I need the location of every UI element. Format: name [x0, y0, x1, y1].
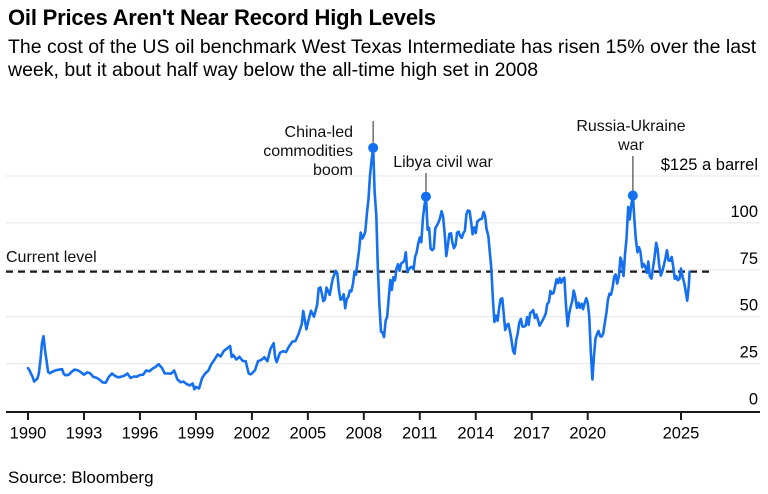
- x-axis-label: 2002: [234, 425, 271, 443]
- annotation-russia-ukraine-war: Russia-Ukraine war: [531, 117, 731, 155]
- x-axis-label: 2025: [663, 425, 700, 443]
- annotation-line: war: [618, 137, 644, 154]
- x-axis-label: 1999: [178, 425, 215, 443]
- y-axis-top-label: $125 a barrel: [661, 156, 758, 174]
- page-title: Oil Prices Aren't Near Record High Level…: [8, 5, 436, 30]
- annotation-line: boom: [312, 162, 353, 179]
- x-axis-label: 2005: [289, 425, 326, 443]
- x-axis-label: 2008: [345, 425, 382, 443]
- annotation-line: Libya civil war: [393, 154, 493, 171]
- x-axis-label: 1990: [10, 425, 47, 443]
- y-axis-label: 75: [740, 250, 758, 268]
- x-axis-label: 2014: [457, 425, 494, 443]
- x-axis-label: 1993: [66, 425, 103, 443]
- annotation-line: commodities: [263, 143, 353, 160]
- current-level-label: Current level: [6, 249, 97, 266]
- x-axis-label: 1996: [122, 425, 159, 443]
- chart-subtitle: The cost of the US oil benchmark West Te…: [8, 36, 757, 81]
- y-axis-label: 50: [740, 297, 758, 315]
- x-axis-label: 2011: [402, 425, 437, 443]
- annotation-line: China-led: [284, 124, 353, 141]
- y-axis-label: 25: [740, 344, 758, 362]
- x-axis-label: 2020: [569, 425, 606, 443]
- annotation-line: Russia-Ukraine: [576, 118, 686, 135]
- y-axis-label: 0: [749, 391, 758, 409]
- price-line: [26, 146, 691, 391]
- annotation-china-commodities-boom: China-led commodities boom: [155, 123, 353, 180]
- annotation-libya-civil-war: Libya civil war: [343, 153, 543, 172]
- y-axis-label: 100: [730, 203, 758, 221]
- x-axis-label: 2017: [513, 425, 550, 443]
- source-credit: Source: Bloomberg: [8, 468, 154, 487]
